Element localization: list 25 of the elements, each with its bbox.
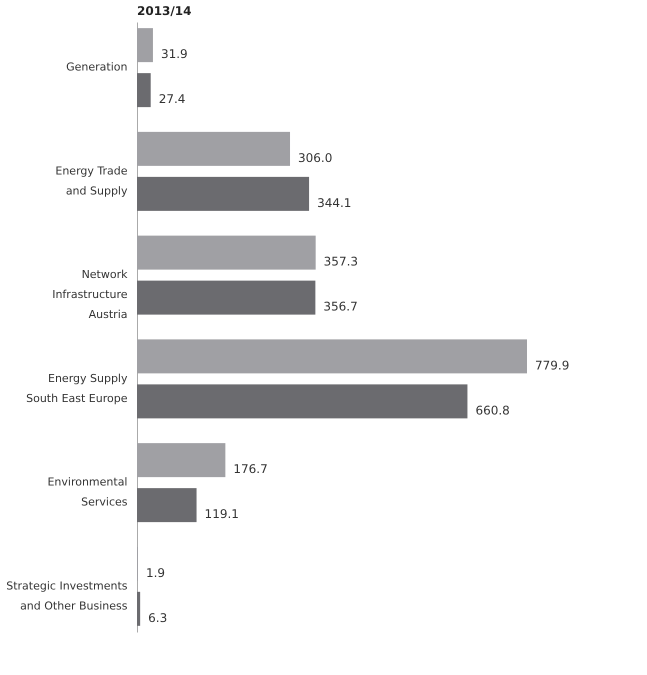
data-label: 357.3: [324, 254, 358, 269]
y-tick-label: Environmental Services: [47, 476, 128, 509]
bar: [137, 73, 151, 108]
data-label: 779.9: [535, 358, 570, 372]
data-label: 31.9: [160, 47, 188, 62]
bar: [137, 280, 316, 315]
data-label: 119.1: [204, 507, 239, 522]
bar: [137, 384, 468, 418]
data-label: 6.3: [148, 610, 168, 625]
data-label: 344.1: [317, 196, 352, 210]
data-label: 176.7: [233, 462, 268, 476]
data-label: 27.4: [158, 92, 186, 106]
y-tick-label: Energy Supply South East Europe: [26, 372, 128, 405]
data-label: 1.9: [146, 566, 166, 580]
data-label: 356.7: [323, 300, 358, 314]
y-tick-label: Strategic Investments and Other Business: [6, 579, 128, 612]
chart-title: 2013/14: [137, 4, 192, 18]
y-tick-label: Network Infrastructure Austria: [52, 268, 128, 322]
data-label: 660.8: [475, 403, 510, 418]
bar: [137, 176, 310, 211]
y-tick-label: Generation: [66, 60, 128, 74]
bar: [137, 592, 140, 626]
data-label: 306.0: [298, 150, 332, 165]
bar: [137, 488, 197, 522]
y-tick-label: Energy Trade and Supply: [55, 164, 128, 198]
